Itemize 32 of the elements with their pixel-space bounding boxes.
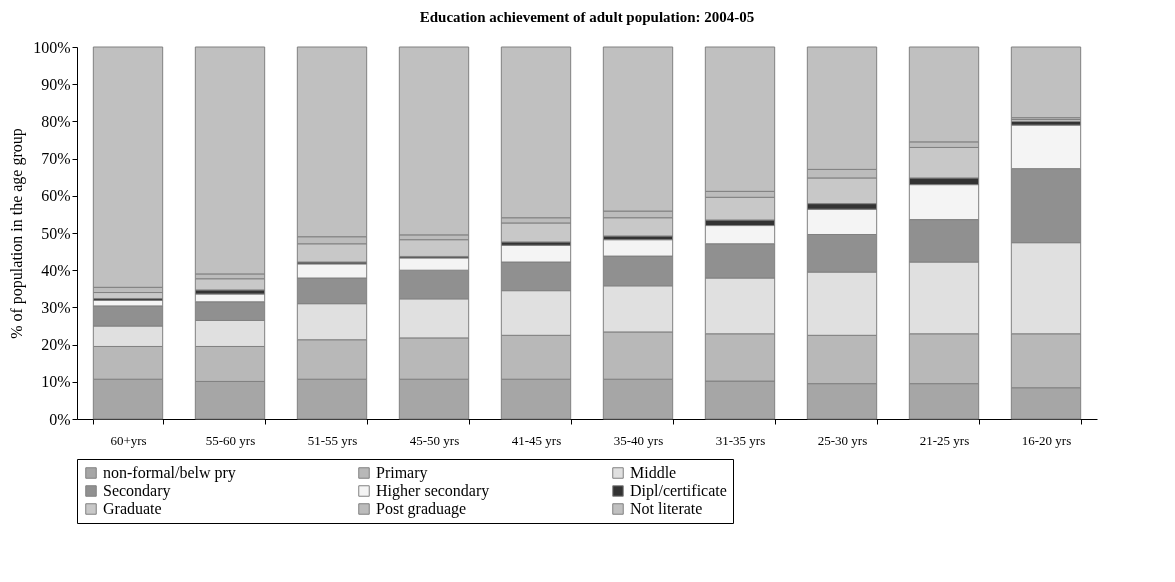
y-tick-label: 50% [41,224,71,242]
legend-label: non-formal/belw pry [103,464,236,482]
x-tick-label: 25-30 yrs [817,432,868,448]
y-tick-label: 80% [41,112,71,130]
y-tick-label: 40% [41,261,71,279]
y-tick-label: 90% [41,75,71,93]
y-tick-label: 100% [33,38,71,56]
legend-label: Not literate [630,500,703,517]
y-axis-title: % of population in the age group [8,128,27,339]
legend-label: Dipl/certificate [630,482,727,500]
y-tick-label: 0% [49,410,71,428]
x-tick-label: 45-50 yrs [409,432,460,448]
legend-label: Post graduage [376,500,467,518]
legend-label: Primary [376,464,428,482]
x-tick-label: 51-55 yrs [307,432,358,448]
legend-label: Higher secondary [376,482,490,500]
x-tick-label: 31-35 yrs [715,432,766,448]
y-tick-label: 20% [41,336,71,354]
x-tick-label: 16-20 yrs [1021,432,1072,448]
chart-title: Education achievement of adult population: 2004-05 [419,9,755,25]
y-tick-label: 30% [41,298,71,316]
y-tick-label: 60% [41,187,71,205]
x-tick-label: 35-40 yrs [613,432,664,448]
x-tick-label: 41-45 yrs [511,432,562,448]
legend-label: Secondary [103,482,171,500]
y-tick-label: 10% [41,373,71,391]
x-tick-label: 55-60 yrs [205,432,256,448]
x-tick-label: 21-25 yrs [919,432,970,448]
y-tick-label: 70% [41,150,71,168]
legend-label: Graduate [103,500,162,517]
x-tick-label: 60+yrs [110,432,147,448]
legend-label: Middle [630,464,677,481]
